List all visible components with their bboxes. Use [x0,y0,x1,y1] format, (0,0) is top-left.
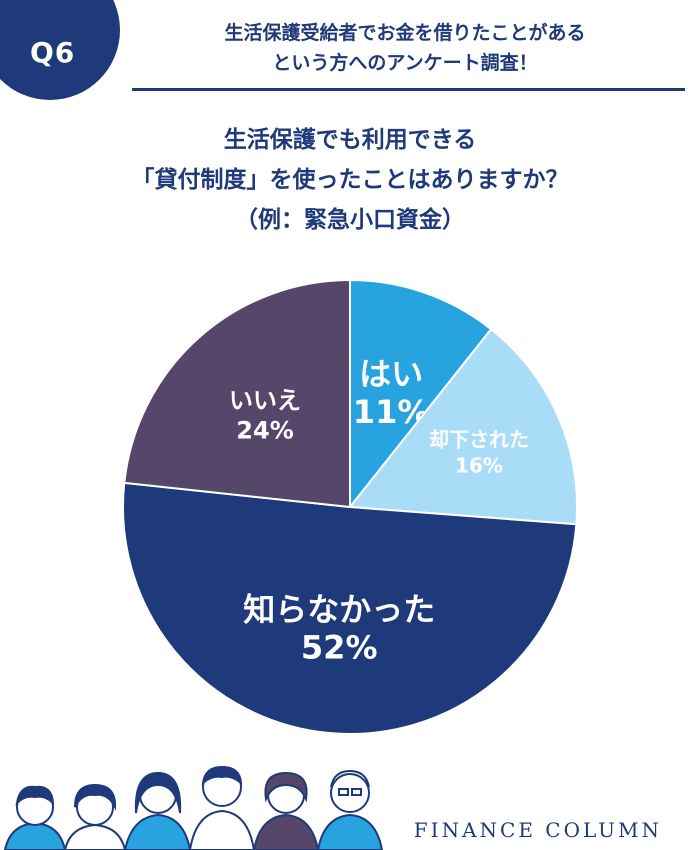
brand-logo: FINANCE COLUMN [413,818,662,842]
people-illustration [3,765,384,850]
title-line-2: という方へのアンケート調査！ [272,52,538,74]
pie-slice-2 [348,327,578,526]
slice-value-3: 52% [301,629,378,667]
question-line-1: 生活保護でも利用できる [223,127,477,153]
question-line-3: （例：緊急小口資金） [235,207,465,233]
survey-question: 生活保護でも利用できる 「貸付制度」を使ったことはありますか？ （例：緊急小口資… [0,120,700,240]
question-number: Q6 [30,36,76,69]
slice-label-1: はい [359,355,423,393]
question-line-2: 「貸付制度」を使ったことはありますか？ [131,167,569,193]
pie-slice-4 [123,278,351,509]
slice-value-2: 16% [455,454,503,478]
pie-slice-3 [122,481,578,735]
slice-label-2: 却下された [429,428,529,452]
pie-slice-1 [349,278,493,510]
page-title: 生活保護受給者でお金を借りたことがある という方へのアンケート調査！ [145,18,665,78]
slice-label-3: 知らなかった [243,591,435,629]
title-divider [132,88,685,91]
title-line-1: 生活保護受給者でお金を借りたことがある [224,22,586,44]
slice-label-4: いいえ [229,386,301,414]
slice-value-4: 24% [236,416,293,444]
